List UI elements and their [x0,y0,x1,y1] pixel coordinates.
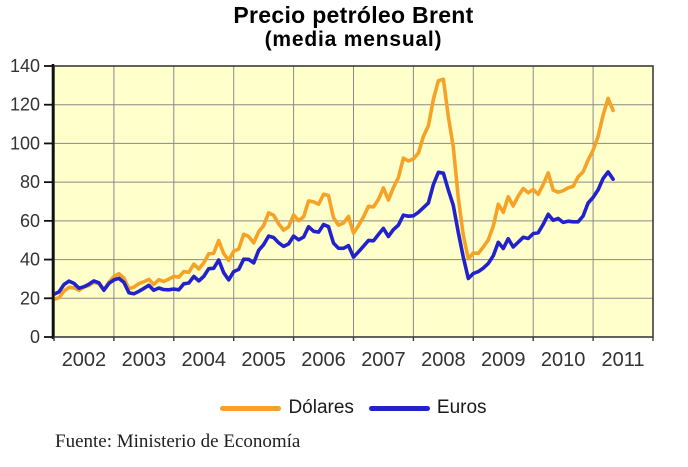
legend-item-euros: Euros [368,397,487,419]
chart-title: Precio petróleo Brent [233,2,474,28]
y-axis-tick-label: 0 [30,327,40,347]
legend-item-dolares: Dólares [220,397,354,419]
x-axis-tick-label: 2008 [421,349,466,371]
series-line-dolares [52,77,615,302]
legend-swatch-euros [368,405,430,411]
chart-legend: Dólares Euros [54,397,653,419]
x-axis-tick-label: 2009 [481,349,526,371]
y-axis-tick-label: 140 [10,56,40,76]
series-line-euros [52,170,615,297]
x-axis-tick-label: 2003 [122,349,167,371]
x-axis-tick-label: 2007 [361,349,406,371]
y-axis-tick-label: 60 [20,211,40,231]
legend-label-euros: Euros [436,397,487,418]
y-axis-tick-label: 120 [10,95,40,115]
x-axis-tick-label: 2011 [602,349,645,371]
x-axis-tick-label: 2004 [182,349,227,371]
chart-subtitle: (media mensual) [264,28,443,51]
chart-header: Precio petróleo Brent (media mensual) [54,2,653,51]
y-axis-tick-label: 80 [20,172,40,192]
legend-label-dolares: Dólares [288,397,354,418]
source-note: Fuente: Ministerio de Economía [55,431,301,452]
legend-swatch-dolares [220,405,282,411]
x-axis-tick-label: 2002 [62,349,107,371]
x-axis-tick-label: 2010 [541,349,586,371]
y-axis-tick-label: 40 [20,250,40,270]
x-axis-tick-label: 2005 [241,349,286,371]
y-axis-tick-label: 20 [20,288,40,308]
x-axis-tick-label: 2006 [301,349,346,371]
y-axis-tick-label: 100 [10,133,40,153]
